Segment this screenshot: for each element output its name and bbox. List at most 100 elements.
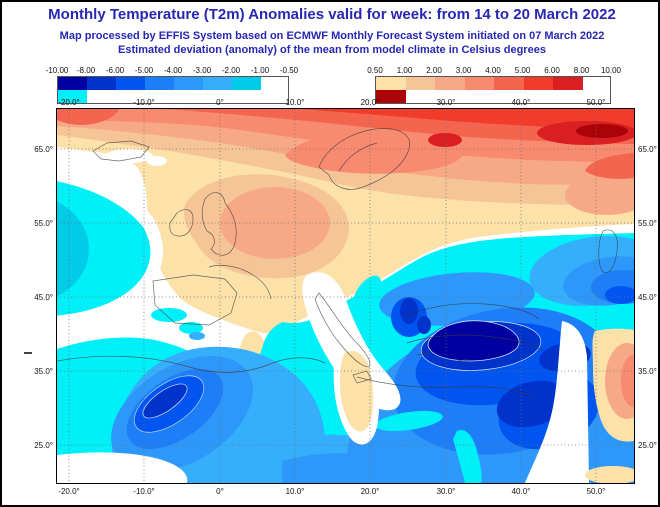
egypt-coast-minus-1 bbox=[375, 410, 443, 432]
legend-pos-swatch bbox=[464, 77, 494, 90]
iceland-white-spot bbox=[105, 149, 153, 163]
syria-minus-8 bbox=[496, 380, 568, 428]
lat-label-left: 35.0° bbox=[34, 367, 53, 376]
lon-label-bottom: 0° bbox=[216, 487, 224, 496]
lon-label-bottom: -20.0° bbox=[58, 487, 80, 496]
legend-neg-tick: -0.50 bbox=[279, 66, 299, 75]
coast-ireland bbox=[169, 209, 194, 237]
lon-label-bottom: 40.0° bbox=[511, 487, 531, 496]
coast-scandinavia bbox=[318, 128, 411, 190]
lon-label-top: 40.0° bbox=[511, 98, 531, 107]
legend-neg-swatch bbox=[58, 90, 87, 103]
legend-pos-tick: 3.00 bbox=[455, 66, 472, 75]
spain-cyan-patch bbox=[151, 308, 187, 322]
lon-label-bottom: 20.0° bbox=[360, 487, 380, 496]
legend-neg-swatch bbox=[58, 77, 87, 90]
legend-neg-tick: -10.00 bbox=[45, 66, 69, 75]
coastlines bbox=[56, 128, 618, 398]
legend-neg-swatch bbox=[174, 77, 203, 90]
coast-cyprus bbox=[456, 358, 470, 362]
legend-neg-tick: -5.00 bbox=[134, 66, 154, 75]
legend-pos-tick: 6.00 bbox=[544, 66, 560, 75]
legend-pos-swatch bbox=[523, 77, 553, 90]
lon-label-top: 30.0° bbox=[436, 98, 456, 107]
aegean-minus-8-spot bbox=[400, 298, 418, 324]
legend-neg-swatch bbox=[87, 77, 116, 90]
lon-label-bottom: 10.0° bbox=[285, 487, 305, 496]
legend-neg-swatch bbox=[145, 77, 174, 90]
lon-label-top: -20.0° bbox=[58, 98, 80, 107]
lon-label-bottom: 30.0° bbox=[436, 487, 456, 496]
lat-label-left: 65.0° bbox=[34, 145, 53, 154]
page-subtitle-units: Estimated deviation (anomaly) of the mea… bbox=[118, 44, 546, 56]
legend-pos-swatch bbox=[494, 77, 524, 90]
south-cold-mass bbox=[57, 233, 658, 483]
legend-pos-tick: 5.00 bbox=[514, 66, 531, 75]
anomaly-map bbox=[27, 109, 658, 484]
coast-crete bbox=[416, 352, 432, 356]
lat-label-right: 25.0° bbox=[638, 441, 657, 450]
legend-neg-tick: -3.00 bbox=[192, 66, 212, 75]
lon-label-bottom: 50.0° bbox=[586, 487, 606, 496]
lat-label-right: 55.0° bbox=[638, 219, 657, 228]
band-plus-3-norway bbox=[285, 128, 464, 174]
turkey-minus-10-core bbox=[427, 320, 520, 362]
adriatic-cyan-finger bbox=[352, 275, 382, 311]
coast-caspian bbox=[598, 229, 618, 274]
legend-neg-swatch bbox=[203, 77, 232, 90]
legend-neg-swatch bbox=[116, 77, 145, 90]
lon-label-top: 10.0° bbox=[285, 98, 305, 107]
iceland-white-spot bbox=[147, 156, 167, 166]
lat-label-left: 45.0° bbox=[34, 293, 53, 302]
band-plus-4-caspian bbox=[585, 153, 634, 179]
band-plus-6-whitesea bbox=[428, 133, 462, 147]
legend-neg-tick: -6.00 bbox=[105, 66, 125, 75]
neutral-carveouts bbox=[57, 272, 649, 484]
legend-pos-swatch bbox=[376, 90, 406, 103]
coast-britain bbox=[201, 192, 237, 256]
legend-neg-tick: -2.00 bbox=[221, 66, 241, 75]
page-title: Monthly Temperature (T2m) Anomalies vali… bbox=[48, 6, 616, 23]
legend-neg-swatch bbox=[232, 77, 261, 90]
coast-italy bbox=[314, 292, 371, 368]
legend-positive: 0.50 1.00 2.00 3.00 4.00 5.00 6.00 8.00 … bbox=[367, 66, 621, 104]
bottomleft-white-corner bbox=[57, 452, 188, 483]
legend-pos-tick: 8.00 bbox=[573, 66, 590, 75]
coast-france bbox=[208, 265, 272, 300]
spain-blue-spot bbox=[189, 332, 205, 340]
legend-pos-swatch bbox=[405, 77, 435, 90]
lon-label-top: 20.0° bbox=[360, 98, 380, 107]
lon-label-bottom: -10.0° bbox=[133, 487, 155, 496]
legend-neg-tick: -1.00 bbox=[250, 66, 270, 75]
africa-minus-8 bbox=[142, 383, 188, 419]
legend-pos-tick: 1.00 bbox=[396, 66, 413, 75]
band-plus-4-greenland bbox=[57, 109, 119, 125]
legend-pos-tick: 0.50 bbox=[367, 66, 383, 75]
bottomright-cream-spot bbox=[585, 466, 641, 484]
coast-sicily bbox=[352, 370, 372, 384]
lat-label-right: 65.0° bbox=[638, 145, 657, 154]
aegean-minus-8-spot bbox=[417, 316, 431, 334]
coast-baltic bbox=[338, 142, 378, 172]
lat-label-right: 45.0° bbox=[638, 293, 657, 302]
legend-pos-colorbar bbox=[375, 76, 611, 104]
warm-anomaly-region bbox=[57, 109, 649, 409]
stray-mark bbox=[24, 352, 32, 354]
spain-cyan-patch bbox=[179, 322, 203, 334]
lon-label-top: 50.0° bbox=[586, 98, 606, 107]
bottomright-white-strip bbox=[525, 321, 589, 483]
band-plus-2-urals bbox=[565, 175, 649, 215]
coast-iceland bbox=[92, 140, 150, 162]
caucasus-minus-6 bbox=[605, 286, 637, 304]
lon-label-top: 0° bbox=[216, 98, 224, 107]
band-plus-8-core bbox=[576, 124, 628, 138]
page-subtitle-system: Map processed by EFFIS System based on E… bbox=[59, 30, 605, 42]
redsea-minus-1-strip bbox=[453, 429, 482, 483]
coast-libya-egypt bbox=[356, 376, 534, 398]
coast-turkey-north bbox=[402, 303, 540, 320]
coast-iberia bbox=[152, 274, 238, 326]
coast-north-africa bbox=[56, 355, 326, 373]
legend-pos-swatch bbox=[376, 77, 406, 90]
legend-neg-colorbar bbox=[57, 76, 289, 104]
